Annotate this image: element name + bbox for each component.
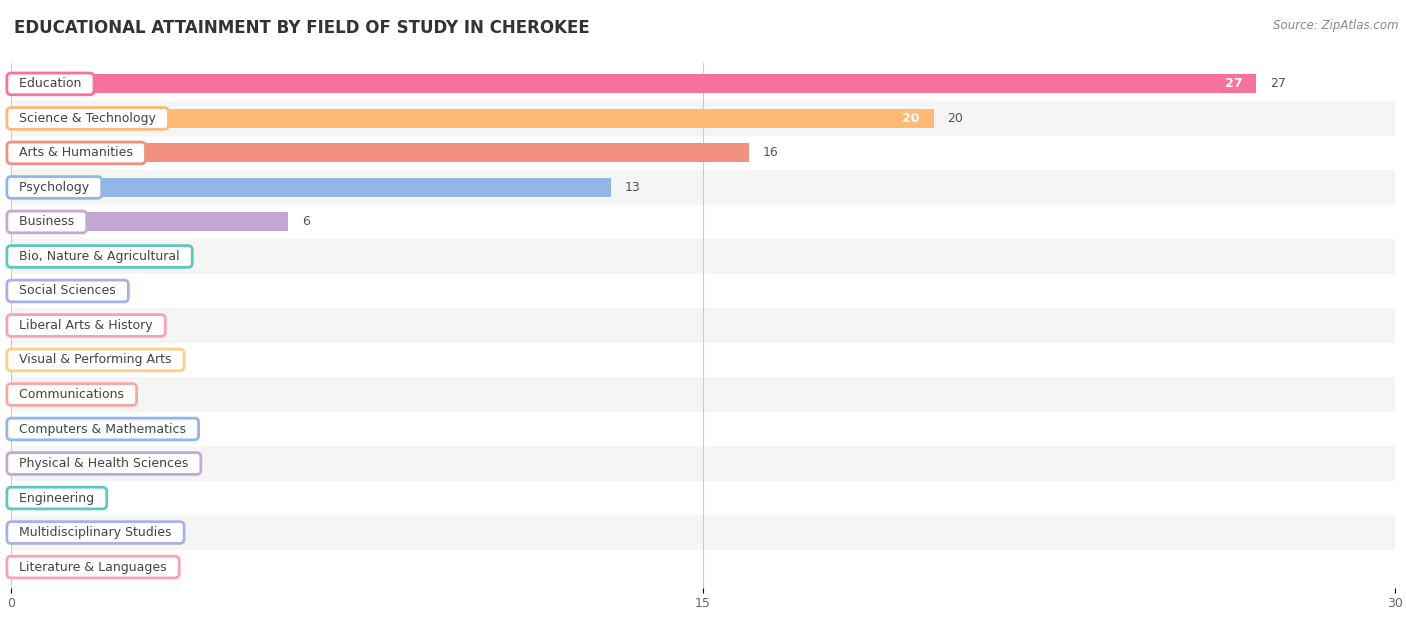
Text: 20: 20 (948, 112, 963, 125)
Bar (11, 550, 1395, 585)
Text: Psychology: Psychology (11, 181, 97, 194)
Bar (11, 412, 1395, 446)
Bar (11, 75, 1257, 94)
Text: Physical & Health Sciences: Physical & Health Sciences (11, 457, 197, 470)
Bar (11, 101, 1395, 136)
Text: Visual & Performing Arts: Visual & Performing Arts (11, 353, 180, 367)
Bar (11, 515, 1395, 550)
Text: Multidisciplinary Studies: Multidisciplinary Studies (11, 526, 180, 539)
Text: Literature & Languages: Literature & Languages (11, 561, 174, 574)
Text: Arts & Humanities: Arts & Humanities (11, 147, 141, 159)
Bar (11, 385, 58, 404)
Bar (11, 136, 1395, 170)
Bar (11, 170, 1395, 205)
Text: 13: 13 (624, 181, 640, 194)
Bar (11, 212, 288, 231)
Text: 1: 1 (72, 388, 79, 401)
Bar (11, 446, 1395, 481)
Bar (11, 205, 1395, 239)
Text: EDUCATIONAL ATTAINMENT BY FIELD OF STUDY IN CHEROKEE: EDUCATIONAL ATTAINMENT BY FIELD OF STUDY… (14, 19, 589, 37)
Text: Science & Technology: Science & Technology (11, 112, 165, 125)
Bar (11, 308, 1395, 343)
Text: Education: Education (11, 77, 90, 90)
Text: Social Sciences: Social Sciences (11, 284, 124, 298)
Text: Engineering: Engineering (11, 492, 103, 504)
Text: 6: 6 (302, 216, 309, 228)
Text: 2: 2 (117, 319, 125, 332)
Bar (11, 247, 104, 266)
Bar (11, 343, 1395, 377)
Text: 27: 27 (1225, 77, 1243, 90)
Bar (11, 481, 1395, 515)
Text: 0: 0 (25, 492, 34, 504)
Text: 20: 20 (903, 112, 920, 125)
Bar (11, 143, 749, 162)
Bar (11, 351, 104, 370)
Text: Computers & Mathematics: Computers & Mathematics (11, 423, 194, 435)
Text: 0: 0 (25, 561, 34, 574)
Bar (11, 274, 1395, 308)
Bar (11, 239, 1395, 274)
Bar (11, 66, 1395, 101)
Text: 27: 27 (1270, 77, 1286, 90)
Text: 0: 0 (25, 457, 34, 470)
Text: 2: 2 (117, 250, 125, 263)
Text: Bio, Nature & Agricultural: Bio, Nature & Agricultural (11, 250, 188, 263)
Text: Communications: Communications (11, 388, 132, 401)
Bar (11, 316, 104, 335)
Text: Source: ZipAtlas.com: Source: ZipAtlas.com (1274, 19, 1399, 32)
Text: 2: 2 (117, 284, 125, 298)
Text: Business: Business (11, 216, 83, 228)
Bar (11, 178, 610, 197)
Text: 0: 0 (25, 526, 34, 539)
Bar (11, 281, 104, 300)
Bar (11, 377, 1395, 412)
Text: Liberal Arts & History: Liberal Arts & History (11, 319, 160, 332)
Text: 2: 2 (117, 353, 125, 367)
Bar (11, 109, 934, 128)
Text: 16: 16 (763, 147, 779, 159)
Text: 0: 0 (25, 423, 34, 435)
